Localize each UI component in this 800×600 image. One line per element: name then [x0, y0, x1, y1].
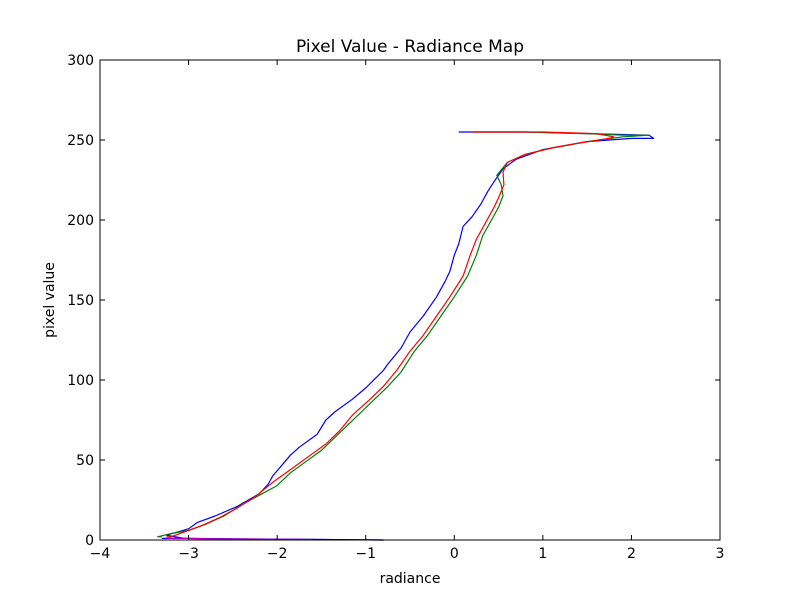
series-line-2 — [166, 131, 615, 538]
y-tick-label: 300 — [67, 53, 94, 69]
y-tick-label: 150 — [67, 293, 94, 309]
x-tick-label: 1 — [538, 546, 547, 562]
series-line-1 — [157, 131, 650, 538]
chart-title: Pixel Value - Radiance Map — [296, 37, 524, 57]
y-tick-label: 200 — [67, 213, 94, 229]
y-tick-label: 250 — [67, 133, 94, 149]
plot-frame — [99, 59, 721, 541]
x-tick-label: 0 — [450, 546, 459, 562]
series-line-0 — [165, 131, 655, 541]
tick-layer: −4 −3 −2 −1 0 1 2 3 0 50 100 150 200 250 300 — [67, 53, 724, 562]
y-tick-label: 100 — [67, 373, 94, 389]
y-tick-label: 50 — [76, 453, 94, 469]
y-axis-label: pixel value — [42, 262, 58, 338]
x-tick-label: 3 — [716, 546, 725, 562]
y-tick-label: 0 — [85, 533, 94, 549]
x-tick-label: 2 — [627, 546, 636, 562]
x-axis-label: radiance — [380, 571, 441, 587]
x-tick-label: −1 — [355, 546, 376, 562]
x-tick-label: −2 — [267, 546, 288, 562]
x-tick-label: −3 — [178, 546, 199, 562]
series-layer — [157, 131, 655, 541]
x-tick-label: −4 — [90, 546, 111, 562]
series-line-4 — [166, 537, 313, 541]
